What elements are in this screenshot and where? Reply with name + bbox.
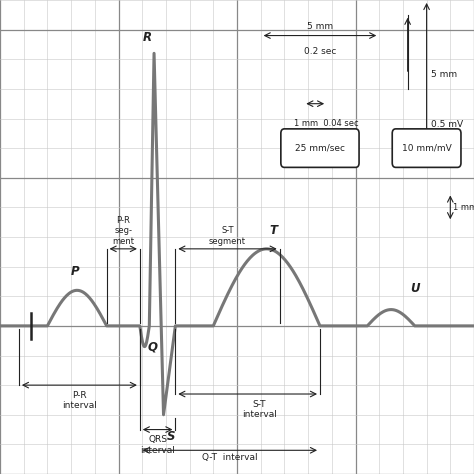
- Text: R: R: [143, 31, 151, 45]
- Text: 5 mm: 5 mm: [431, 70, 457, 79]
- Text: 1 mm  0.1 mV: 1 mm 0.1 mV: [453, 203, 474, 212]
- Text: S-T
segment: S-T segment: [209, 227, 246, 246]
- Text: S: S: [166, 429, 175, 443]
- Text: 0.5 mV: 0.5 mV: [431, 120, 464, 129]
- Text: P-R
seg-
ment: P-R seg- ment: [112, 216, 134, 246]
- Text: 5 mm: 5 mm: [307, 22, 333, 31]
- Text: Q-T  interval: Q-T interval: [202, 453, 258, 462]
- FancyBboxPatch shape: [281, 129, 359, 167]
- Text: T: T: [270, 224, 278, 237]
- Text: QRS
interval: QRS interval: [140, 436, 175, 455]
- Text: Q: Q: [148, 341, 158, 354]
- Text: P: P: [70, 265, 79, 279]
- FancyBboxPatch shape: [392, 129, 461, 167]
- Text: S-T
interval: S-T interval: [242, 400, 277, 419]
- Text: 10 mm/mV: 10 mm/mV: [402, 144, 451, 153]
- Text: U: U: [410, 282, 419, 295]
- Text: 0.2 sec: 0.2 sec: [304, 47, 336, 56]
- Text: 25 mm/sec: 25 mm/sec: [295, 144, 345, 153]
- Text: P-R
interval: P-R interval: [62, 391, 97, 410]
- Text: 1 mm  0.04 sec: 1 mm 0.04 sec: [294, 118, 358, 128]
